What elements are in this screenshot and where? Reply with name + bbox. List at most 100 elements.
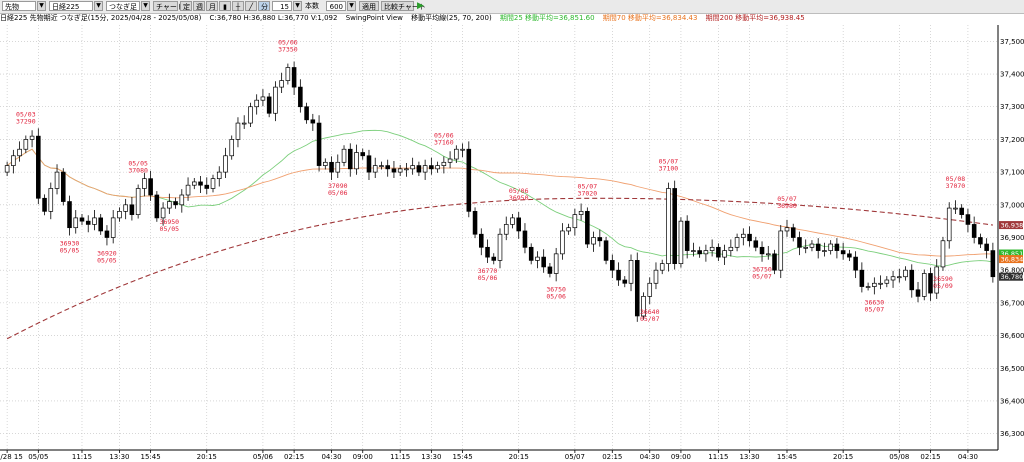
swing-label-line1: 05/06 bbox=[278, 39, 298, 47]
candle-body bbox=[323, 161, 328, 166]
apply-button[interactable]: 適用 bbox=[359, 1, 379, 11]
candle-body bbox=[23, 139, 29, 150]
candle-body bbox=[828, 243, 833, 251]
symbol-dropdown-icon[interactable]: ▼ bbox=[94, 1, 103, 11]
candle bbox=[273, 81, 278, 122]
swing-label-line2: 37160 bbox=[434, 138, 454, 146]
candle bbox=[422, 159, 428, 180]
candle bbox=[117, 207, 122, 222]
time-tick-label: 20:15 bbox=[197, 453, 217, 461]
interval-dropdown-icon[interactable]: ▼ bbox=[293, 1, 302, 11]
chart-title: 日経225 先物期近 つなぎ足(15分, 2025/04/28 - 2025/0… bbox=[0, 14, 202, 22]
play-icon[interactable]: ▶ bbox=[417, 1, 424, 11]
price-tag: 36,938 bbox=[999, 221, 1023, 230]
candle-body bbox=[67, 201, 72, 229]
candle-body bbox=[148, 178, 153, 196]
candle-body bbox=[815, 243, 821, 251]
candle bbox=[204, 177, 210, 195]
candle bbox=[347, 143, 353, 177]
candle-body bbox=[728, 246, 734, 251]
candle-body bbox=[329, 161, 334, 173]
candle-body bbox=[167, 201, 172, 209]
candle bbox=[104, 225, 110, 246]
time-tick-label: 15:45 bbox=[452, 453, 472, 461]
price-tick-label: 36,400- bbox=[1000, 397, 1024, 405]
bar-count-dropdown-icon[interactable]: ▼ bbox=[347, 1, 356, 11]
swing-label-line2: 05/06 bbox=[478, 274, 498, 282]
time-tick-label: 05/07 bbox=[565, 453, 585, 461]
candle bbox=[148, 170, 153, 201]
candle bbox=[216, 166, 222, 187]
compare-chart-button[interactable]: 比較チャート bbox=[381, 1, 426, 11]
price-tick-label: 37,200- bbox=[1000, 136, 1024, 144]
symbol-type-select[interactable]: 先物 bbox=[2, 1, 36, 11]
candle-body bbox=[959, 207, 964, 215]
line-icon-button[interactable]: ╱ bbox=[245, 1, 257, 11]
candle bbox=[759, 241, 765, 262]
candle bbox=[354, 144, 359, 175]
bar-icon-button[interactable]: ┼ bbox=[232, 1, 244, 11]
candle bbox=[953, 200, 958, 214]
candle bbox=[965, 208, 971, 233]
swing-label-line2: 05/05 bbox=[97, 256, 117, 264]
candle-body bbox=[716, 246, 721, 258]
candle bbox=[659, 259, 665, 275]
candle-body bbox=[765, 253, 771, 256]
time-tick-label: 13:30 bbox=[109, 453, 129, 461]
interval-input[interactable]: 15 bbox=[272, 1, 292, 11]
candle-body bbox=[42, 197, 47, 212]
price-tick-label: 37,300- bbox=[1000, 103, 1024, 111]
candle-body bbox=[478, 233, 484, 248]
candle bbox=[566, 223, 571, 235]
swing-label-line1: 36640 bbox=[640, 308, 660, 316]
candle bbox=[335, 154, 341, 178]
contract-mode-dropdown-icon[interactable]: ▼ bbox=[141, 1, 150, 11]
candle-body bbox=[472, 210, 478, 235]
candle bbox=[485, 239, 490, 263]
candle bbox=[285, 63, 291, 85]
candle bbox=[946, 202, 952, 249]
candle bbox=[472, 207, 478, 239]
chart-type-button[interactable]: チャート bbox=[153, 1, 184, 11]
candle bbox=[54, 164, 60, 195]
candle bbox=[48, 182, 54, 220]
candle-body bbox=[198, 181, 203, 186]
contract-mode-select[interactable]: つなぎ足 bbox=[106, 1, 140, 11]
bar-count-input[interactable]: 600 bbox=[326, 1, 346, 11]
price-tick-label: 37,400- bbox=[1000, 71, 1024, 79]
candle-body bbox=[385, 165, 390, 170]
candle-body bbox=[110, 217, 116, 238]
candle-body bbox=[903, 269, 908, 278]
candle-body bbox=[953, 207, 958, 210]
candle bbox=[210, 174, 216, 193]
candle bbox=[435, 161, 440, 173]
candle bbox=[747, 226, 752, 247]
candle bbox=[903, 266, 908, 281]
candle-body bbox=[104, 230, 110, 238]
candle bbox=[385, 159, 390, 177]
candle bbox=[691, 242, 696, 257]
candle bbox=[984, 238, 989, 259]
price-tag-label: 36,851 bbox=[1001, 250, 1024, 258]
candle bbox=[460, 143, 465, 158]
candle bbox=[684, 215, 690, 259]
candle-body bbox=[803, 246, 808, 249]
candle bbox=[778, 225, 784, 279]
candle-body bbox=[229, 139, 235, 157]
period-day-button[interactable]: 定 bbox=[180, 1, 192, 11]
candle bbox=[603, 236, 609, 265]
time-tick-label: 15:45 bbox=[141, 453, 161, 461]
symbol-type-dropdown-icon[interactable]: ▼ bbox=[37, 1, 46, 11]
candle-body bbox=[254, 99, 259, 108]
period-minute-button[interactable]: 分 bbox=[258, 1, 270, 11]
period-week-button[interactable]: 週 bbox=[193, 1, 205, 11]
symbol-select[interactable]: 日経225 bbox=[49, 1, 93, 11]
candle-icon-button[interactable]: ▮ bbox=[219, 1, 231, 11]
period-month-button[interactable]: 月 bbox=[206, 1, 218, 11]
candle-body bbox=[298, 86, 303, 108]
swing-label-line1: 36930 bbox=[60, 240, 80, 248]
candle bbox=[298, 79, 303, 113]
